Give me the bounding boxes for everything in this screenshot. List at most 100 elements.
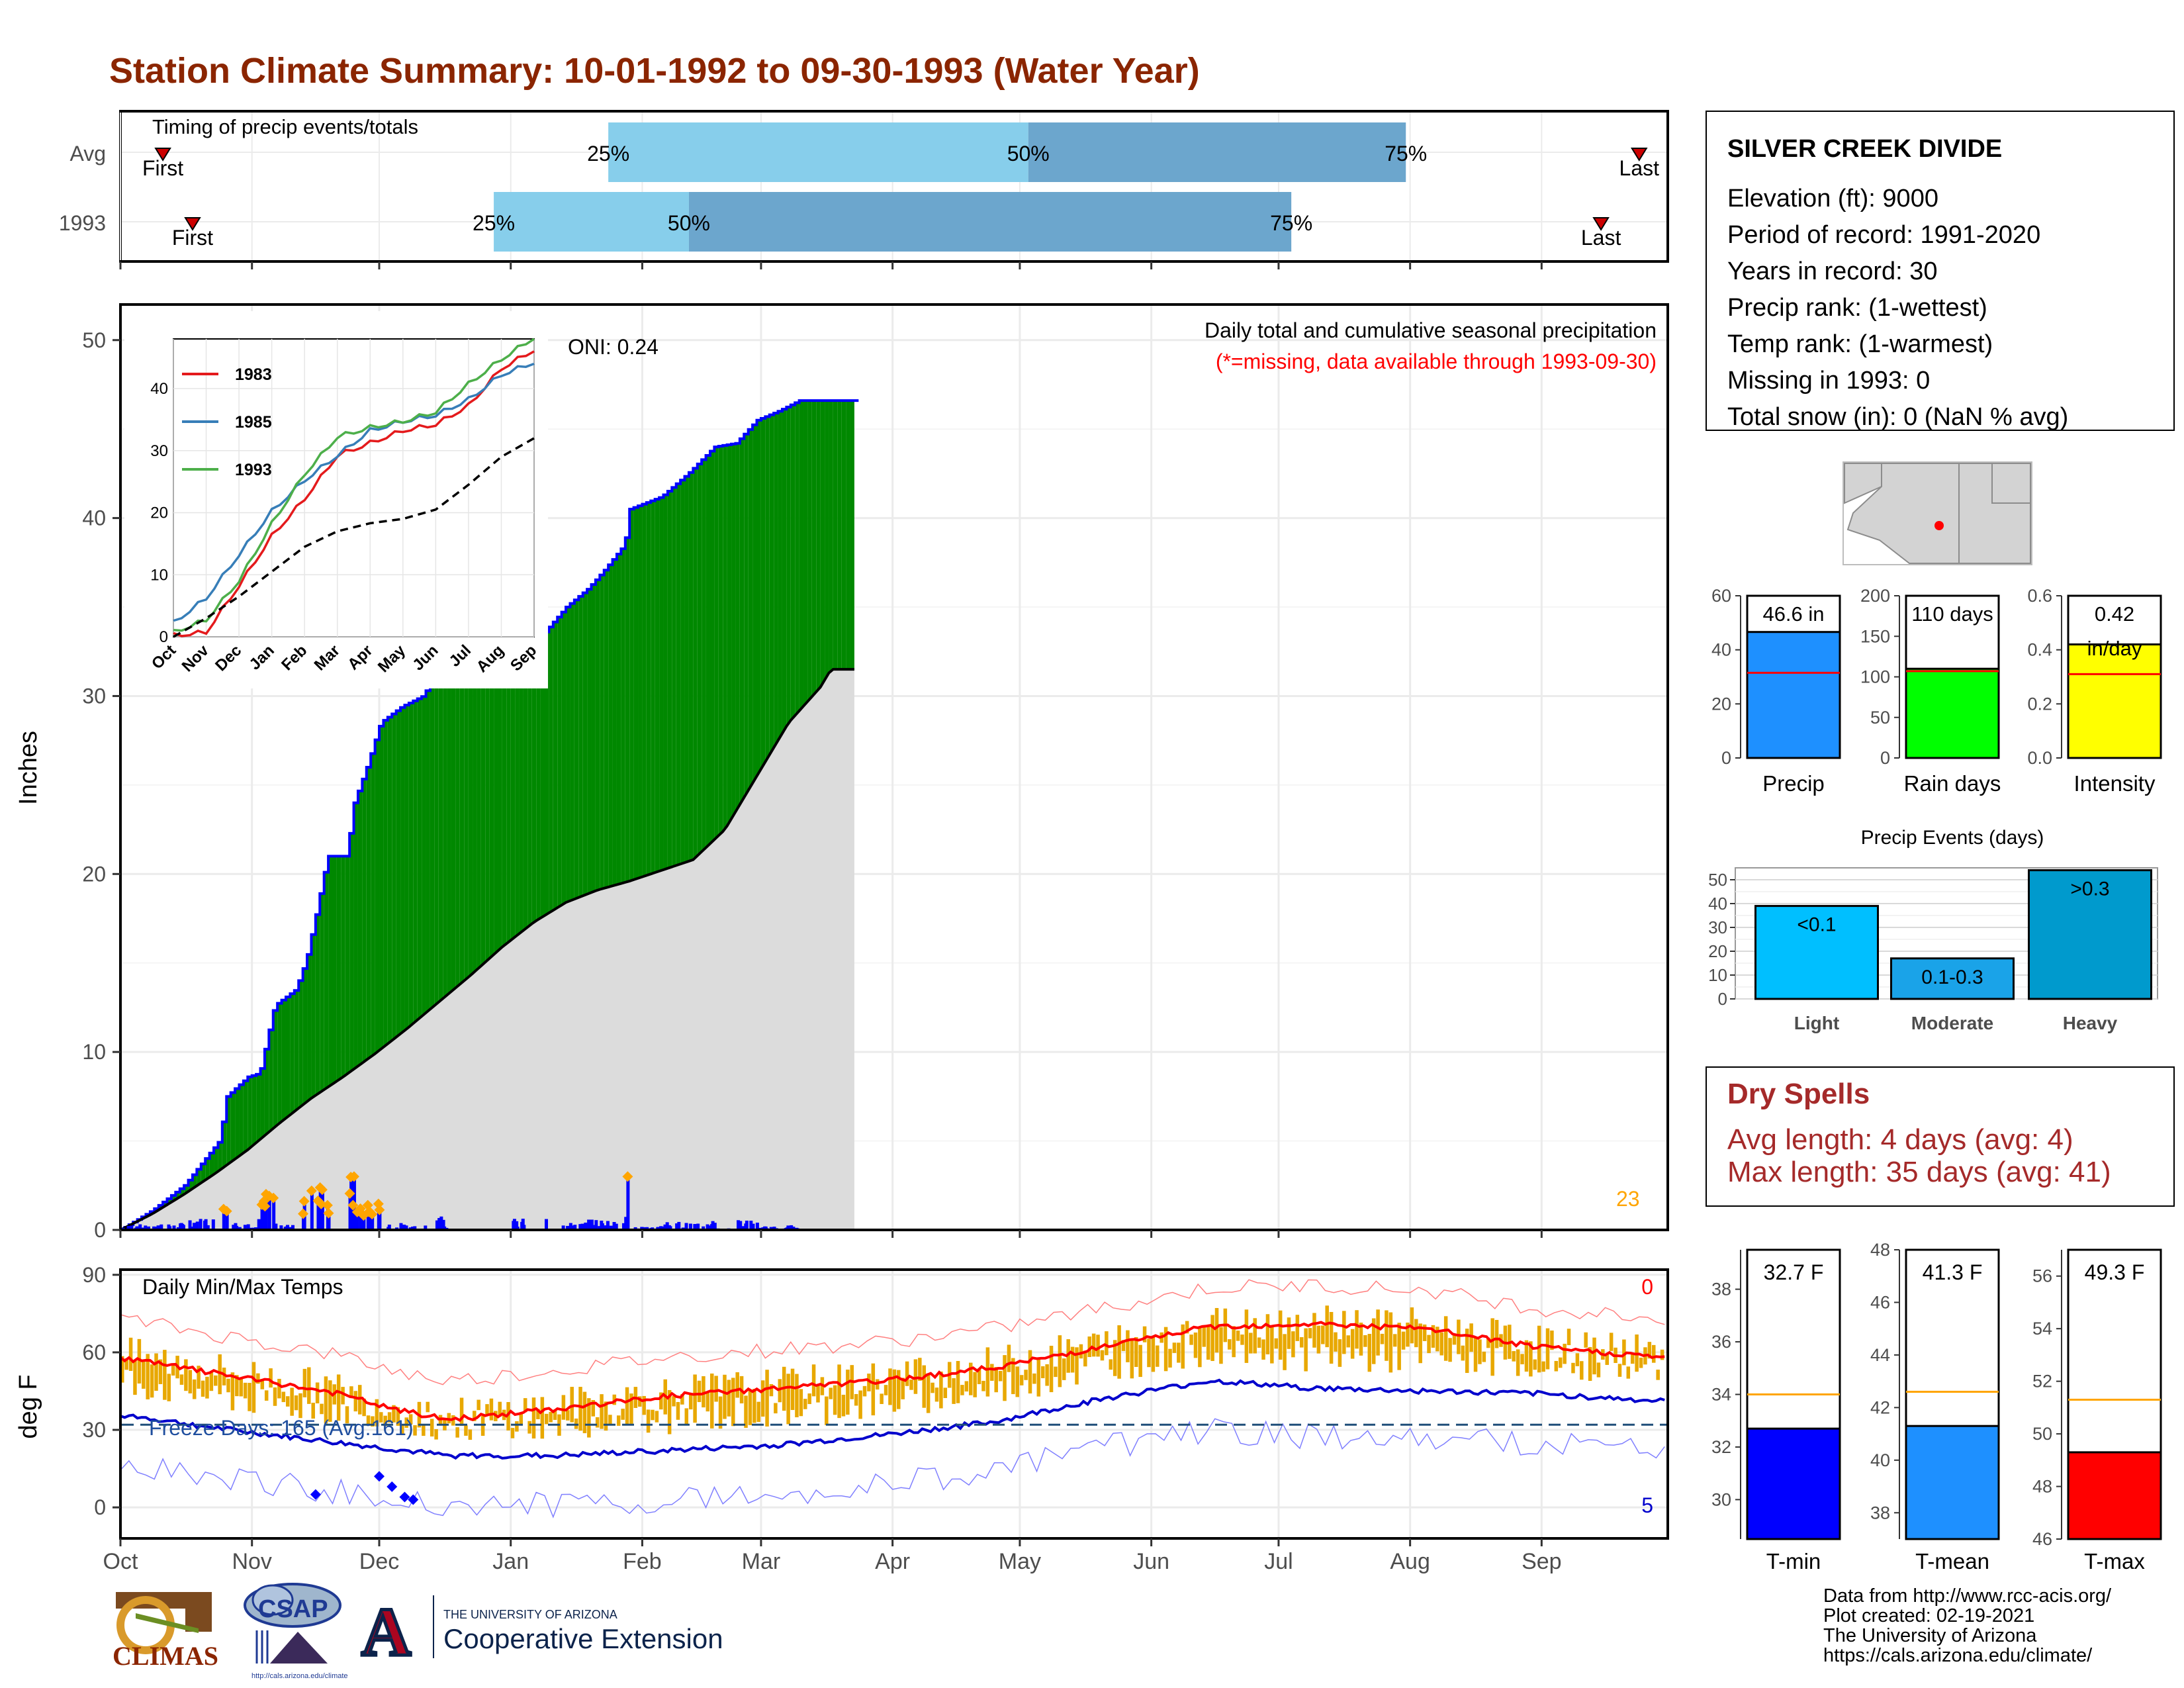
ua-big-text: Cooperative Extension: [443, 1623, 723, 1654]
daily-temp-range-bar: [1096, 1335, 1100, 1357]
daily-temp-range-bar: [192, 1379, 197, 1399]
daily-precip-bar: [675, 1223, 679, 1230]
events-bar-label: >0.3: [2070, 878, 2109, 900]
daily-temp-range-bar: [536, 1409, 540, 1419]
daily-temp-range-bar: [485, 1404, 489, 1415]
daily-temp-range-bar: [667, 1389, 672, 1434]
daily-precip-bar: [424, 1225, 428, 1230]
daily-precip-bar: [152, 1226, 156, 1230]
daily-temp-range-bar: [1019, 1375, 1024, 1385]
above-normal-segment: [735, 443, 740, 812]
stat-bar-rain-days: [1905, 667, 2000, 759]
daily-precip-bar: [591, 1225, 595, 1230]
above-normal-segment: [616, 554, 621, 885]
daily-temp-range-bar: [1359, 1323, 1363, 1356]
daily-temp-range-bar: [422, 1425, 426, 1436]
daily-temp-range-bar: [298, 1393, 302, 1419]
above-normal-segment: [260, 1068, 265, 1139]
daily-temp-range-bar: [888, 1368, 892, 1405]
daily-temp-range-bar: [880, 1393, 884, 1404]
daily-precip-bar: [168, 1226, 172, 1230]
daily-temp-range-bar: [570, 1387, 574, 1423]
daily-temp-range-bar: [1283, 1334, 1287, 1370]
daily-temp-range-bar: [197, 1366, 201, 1389]
events-ytick-label: 10: [1708, 965, 1727, 985]
daily-temp-range-bar: [591, 1400, 596, 1417]
daily-temp-range-bar: [994, 1367, 998, 1393]
daily-temp-range-bar: [1291, 1331, 1295, 1358]
daily-temp-range-bar: [969, 1362, 973, 1395]
daily-precip-bar: [594, 1220, 598, 1230]
above-normal-segment: [659, 497, 664, 872]
daily-precip-bar: [790, 1225, 794, 1230]
extreme-cold-marker: [310, 1489, 321, 1500]
daily-temp-range-bar: [672, 1395, 676, 1407]
month-axis-label: Aug: [1390, 1549, 1430, 1574]
above-normal-segment: [803, 400, 808, 706]
daily-temp-range-bar: [1427, 1335, 1431, 1354]
daily-temp-range-bar: [124, 1358, 128, 1370]
month-axis-label: Sep: [1522, 1549, 1562, 1574]
daily-temp-range-bar: [943, 1387, 948, 1399]
daily-temp-range-bar: [230, 1372, 235, 1411]
station-years: Years in record: 30: [1727, 258, 1938, 285]
footer-plot-created: Plot created: 02-19-2021: [1823, 1605, 2035, 1626]
station-missing: Missing in 1993: 0: [1727, 367, 1930, 395]
daily-temp-range-bar: [748, 1390, 752, 1425]
daily-temp-range-bar: [226, 1378, 230, 1393]
daily-temp-range-bar: [756, 1401, 760, 1423]
daily-precip-bar: [327, 1213, 331, 1230]
above-normal-segment: [459, 656, 465, 984]
daily-temp-range-bar: [705, 1391, 710, 1412]
above-normal-segment: [553, 622, 558, 911]
temp-stat-ytick-label: 42: [1870, 1397, 1890, 1417]
ua-letter-logo: A: [361, 1594, 411, 1670]
big-precip-event-marker: [298, 1196, 310, 1207]
daily-temp-range-bar: [1418, 1323, 1422, 1364]
daily-temp-range-bar: [1117, 1325, 1121, 1379]
daily-temp-range-bar: [795, 1374, 799, 1418]
daily-temp-range-bar: [837, 1364, 841, 1419]
above-normal-segment: [756, 420, 761, 776]
temp-stat-category-label: T-mean: [1915, 1549, 1989, 1573]
daily-precip-bar: [159, 1224, 163, 1230]
daily-temp-range-bar: [973, 1372, 977, 1397]
above-normal-segment: [307, 954, 312, 1102]
stat-category-label: Intensity: [2074, 771, 2156, 796]
daily-temp-range-bar: [413, 1425, 417, 1436]
daily-temp-range-bar: [1185, 1321, 1189, 1334]
stat-ytick-label: 40: [1711, 640, 1731, 660]
temp-ytick-label: 0: [94, 1495, 106, 1519]
above-normal-segment: [455, 656, 460, 988]
above-normal-segment: [273, 1010, 278, 1129]
above-normal-segment: [600, 575, 604, 890]
daily-temp-range-bar: [307, 1367, 311, 1404]
above-normal-segment: [748, 429, 753, 790]
daily-temp-range-bar: [1198, 1327, 1202, 1368]
daily-precip-bar: [199, 1219, 203, 1230]
above-normal-segment: [447, 657, 451, 996]
stat-value-label: 110 days: [1911, 602, 1993, 626]
temp-stat-value-label: 32.7 F: [1764, 1260, 1824, 1284]
above-normal-segment: [760, 418, 766, 769]
daily-temp-range-bar: [561, 1395, 566, 1420]
daily-temp-range-bar: [1443, 1316, 1448, 1361]
above-normal-segment: [434, 676, 439, 1006]
timing-last-label: Last: [1619, 156, 1660, 180]
daily-temp-range-bar: [480, 1416, 485, 1436]
daily-precip-bar: [195, 1221, 199, 1230]
daily-temp-range-bar: [803, 1399, 807, 1409]
big-precip-event-marker: [348, 1171, 359, 1182]
above-normal-segment: [651, 500, 655, 874]
daily-precip-bar: [545, 1219, 548, 1230]
daily-temp-range-bar: [1571, 1362, 1575, 1374]
daily-temp-range-bar: [489, 1398, 494, 1421]
daily-temp-range-bar: [1439, 1332, 1444, 1356]
daily-temp-range-bar: [426, 1401, 430, 1413]
stat-category-label: Precip: [1762, 771, 1825, 796]
above-normal-segment: [811, 400, 817, 697]
daily-precip-bar: [663, 1224, 667, 1230]
daily-temp-range-bar: [926, 1373, 931, 1413]
daily-temp-range-bar: [1138, 1344, 1142, 1378]
